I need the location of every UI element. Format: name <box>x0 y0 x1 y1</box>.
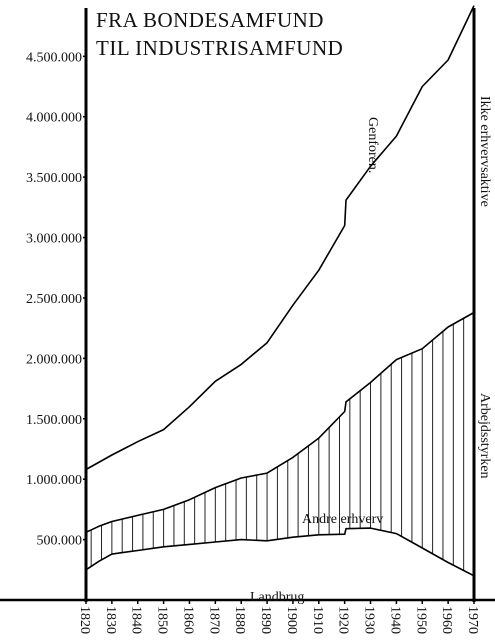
x-tick-label: 1940 <box>387 606 402 634</box>
x-tick-label: 1950 <box>413 606 428 634</box>
x-tick-label: 1850 <box>155 606 170 634</box>
annotation-genforen: Genforen. <box>365 117 380 173</box>
x-tick-labels: 1820 1830 1840 1850 1860 1870 1880 1890 1900 1910… <box>77 600 480 634</box>
annotation-landbrug: Landbrug <box>250 590 304 605</box>
y-tick-label: 4.500.000 <box>26 50 82 65</box>
y-tick-label: 1.000.000 <box>26 473 82 488</box>
x-tick-label: 1970 <box>465 606 480 634</box>
annotation-andre-erhverv: Andre erhverv <box>302 512 383 527</box>
chart-title-line-2: TIL INDUSTRISAMFUND <box>96 36 343 60</box>
x-tick-label: 1930 <box>362 606 377 634</box>
x-tick-label: 1870 <box>206 606 221 634</box>
side-label-ikke-erhvervsaktive: Ikke erhvervsaktive <box>477 96 492 207</box>
series-lines <box>85 5 475 577</box>
y-tick-label: 500.000 <box>37 534 83 549</box>
x-tick-label: 1890 <box>258 606 273 634</box>
hatch-lines <box>90 318 465 571</box>
x-tick-label: 1960 <box>439 606 454 634</box>
x-tick-label: 1880 <box>232 606 247 634</box>
x-tick-label: 1820 <box>77 606 92 634</box>
y-tick-label: 3.000.000 <box>26 232 82 247</box>
series-line-landbrug <box>85 527 475 577</box>
y-tick-label: 3.500.000 <box>26 171 82 186</box>
series-line-genforen <box>85 5 475 471</box>
x-tick-label: 1900 <box>284 606 299 634</box>
y-tick-label: 2.500.000 <box>26 292 82 307</box>
y-tick-labels: 500.000 1.000.000 1.500.000 2.000.000 2.500.… <box>26 50 86 549</box>
x-tick-label: 1830 <box>103 606 118 634</box>
chart-title-line-1: FRA BONDESAMFUND <box>96 8 324 32</box>
x-tick-label: 1860 <box>181 606 196 634</box>
axes <box>0 8 495 602</box>
x-tick-label: 1840 <box>129 606 144 634</box>
series-line-andre-erhverv <box>85 311 475 534</box>
x-tick-label: 1920 <box>336 606 351 634</box>
side-label-arbejdsstyrken: Arbejdsstyrken <box>477 393 492 479</box>
y-tick-label: 2.000.000 <box>26 352 82 367</box>
y-tick-label: 1.500.000 <box>26 413 82 428</box>
x-tick-label: 1910 <box>310 606 325 634</box>
y-tick-label: 4.000.000 <box>26 111 82 126</box>
